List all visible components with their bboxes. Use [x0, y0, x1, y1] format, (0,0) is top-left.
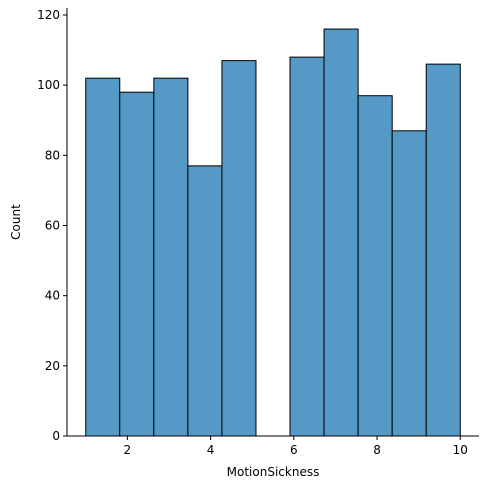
y-tick-label: 100 [37, 78, 60, 92]
y-tick-label: 40 [45, 289, 60, 303]
y-ticks-group: 0 20 40 60 80 100 120 [37, 8, 67, 443]
bars-group [85, 28, 461, 437]
histogram-bar [119, 91, 155, 437]
y-tick-label: 80 [45, 148, 60, 162]
histogram-bar [323, 28, 359, 437]
histogram-bar [391, 130, 427, 437]
x-axis-label: MotionSickness [227, 465, 320, 479]
y-tick-label: 20 [45, 359, 60, 373]
x-ticks-group: 2 4 6 8 10 [124, 436, 468, 457]
histogram-bar [187, 165, 223, 437]
histogram-bar [357, 95, 393, 437]
y-tick-label: 0 [52, 429, 60, 443]
histogram-bar [425, 63, 461, 437]
y-axis-label: Count [9, 204, 23, 240]
x-tick-label: 4 [207, 443, 215, 457]
x-tick-label: 2 [124, 443, 132, 457]
x-tick-label: 10 [453, 443, 468, 457]
y-tick-label: 120 [37, 8, 60, 22]
histogram-bar [221, 60, 257, 437]
x-tick-label: 6 [290, 443, 298, 457]
histogram-bar [153, 77, 189, 437]
histogram-bar [289, 56, 325, 437]
x-tick-label: 8 [373, 443, 381, 457]
y-tick-label: 60 [45, 219, 60, 233]
histogram-bar [85, 77, 121, 437]
